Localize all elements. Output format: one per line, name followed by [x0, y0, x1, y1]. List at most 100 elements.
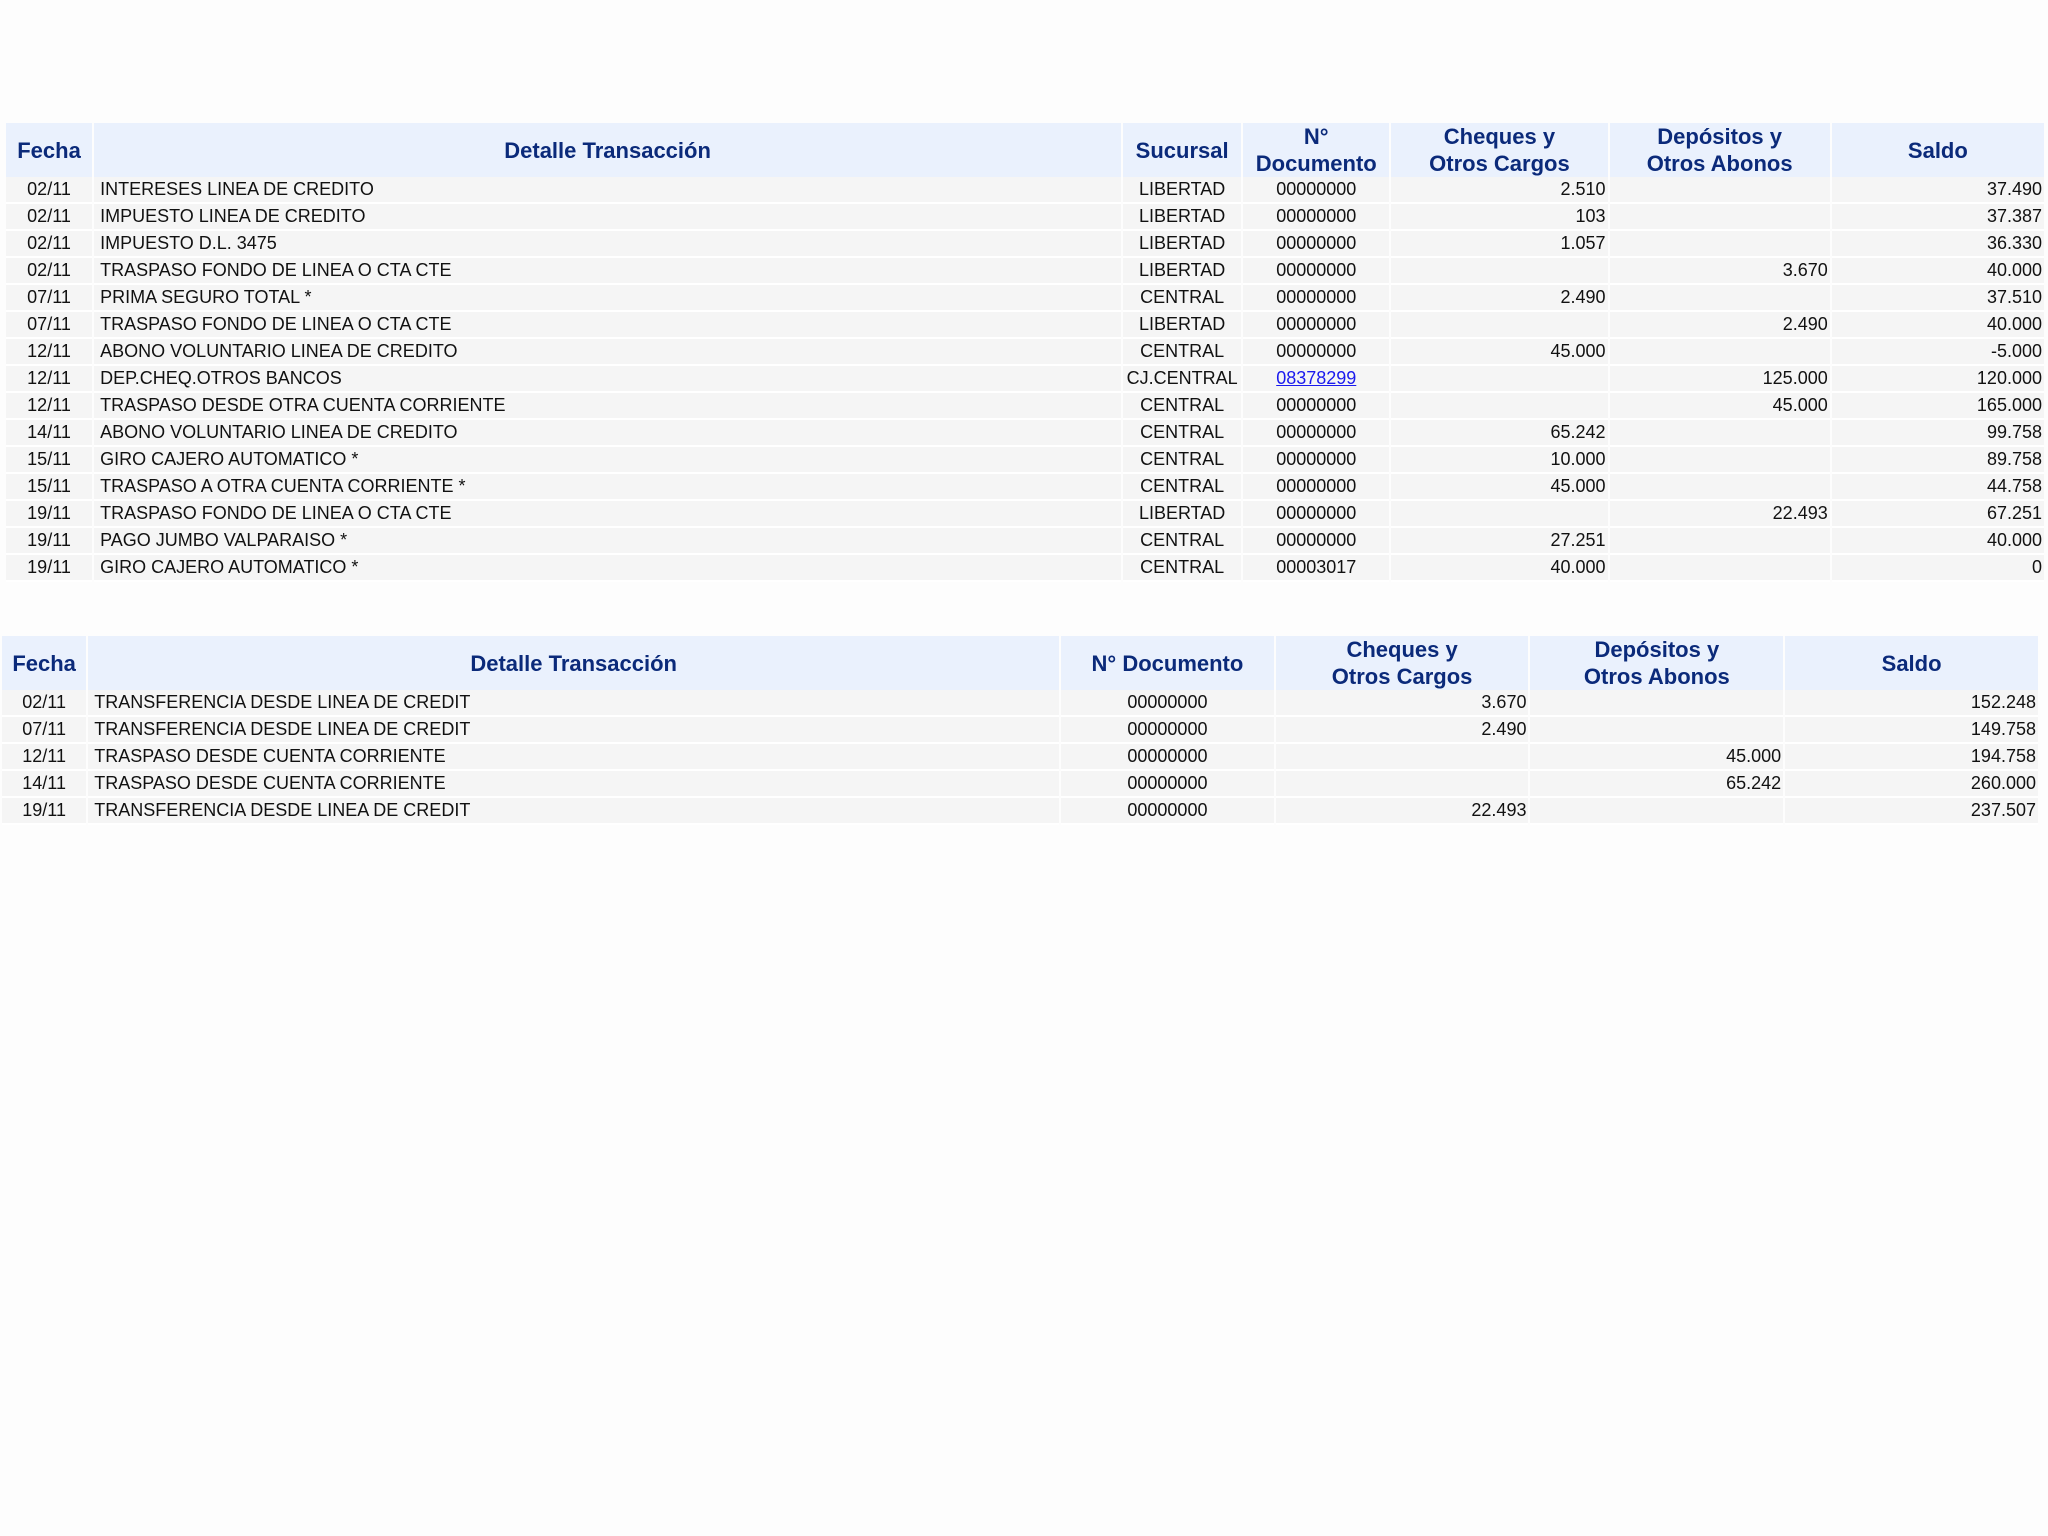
cell-documento: 00000000 — [1243, 528, 1390, 555]
cell-abonos — [1609, 555, 1830, 582]
cell-saldo: 67.251 — [1831, 501, 2044, 528]
table-row: 07/11 TRANSFERENCIA DESDE LINEA DE CREDIT… — [2, 717, 2038, 744]
cell-saldo: 149.758 — [1785, 717, 2038, 744]
cell-fecha: 19/11 — [6, 528, 93, 555]
cell-cargos: 2.490 — [1391, 285, 1608, 312]
cell-sucursal: LIBERTAD — [1123, 312, 1242, 339]
cell-documento: 00000000 — [1243, 285, 1390, 312]
cell-sucursal: CENTRAL — [1123, 393, 1242, 420]
cell-abonos: 45.000 — [1530, 744, 1784, 771]
table-row: 02/11 TRANSFERENCIA DESDE LINEA DE CREDIT… — [2, 690, 2038, 717]
cell-documento: 00000000 — [1061, 798, 1274, 825]
cell-detalle: PAGO JUMBO VALPARAISO * — [94, 528, 1122, 555]
cell-abonos: 22.493 — [1609, 501, 1830, 528]
cell-cargos — [1391, 501, 1608, 528]
cell-cargos — [1391, 312, 1608, 339]
header-cargos-line2: Otros Cargos — [1331, 664, 1473, 689]
cell-abonos — [1609, 474, 1830, 501]
table-header-row: Fecha Detalle Transacción N° Documento C… — [2, 636, 2038, 690]
linea-credito-table: Fecha Detalle Transacción N° Documento C… — [0, 636, 2040, 825]
table-body: 02/11 INTERESES LINEA DE CREDITO LIBERTAD 0… — [6, 177, 2044, 582]
cell-detalle: ABONO VOLUNTARIO LINEA DE CREDITO — [94, 420, 1122, 447]
cell-detalle: DEP.CHEQ.OTROS BANCOS — [94, 366, 1122, 393]
cell-detalle: TRASPASO FONDO DE LINEA O CTA CTE — [94, 312, 1122, 339]
cell-sucursal: LIBERTAD — [1123, 204, 1242, 231]
cell-cargos: 103 — [1391, 204, 1608, 231]
header-detalle: Detalle Transacción — [88, 636, 1060, 690]
header-fecha: Fecha — [2, 636, 87, 690]
header-documento: N° Documento — [1061, 636, 1274, 690]
table-row: 02/11 IMPUESTO LINEA DE CREDITO LIBERTAD 00… — [6, 204, 2044, 231]
table-row: 12/11 ABONO VOLUNTARIO LINEA DE CREDITO CE… — [6, 339, 2044, 366]
cell-cargos: 22.493 — [1275, 798, 1529, 825]
cell-sucursal: LIBERTAD — [1123, 258, 1242, 285]
cell-saldo: 194.758 — [1785, 744, 2038, 771]
header-cargos-line1: Cheques y — [1443, 124, 1556, 149]
header-cargos: Cheques y Otros Cargos — [1275, 636, 1529, 690]
table-body: 02/11 TRANSFERENCIA DESDE LINEA DE CREDIT… — [2, 690, 2038, 825]
cell-sucursal: CENTRAL — [1123, 528, 1242, 555]
cell-documento: 00000000 — [1243, 339, 1390, 366]
cell-saldo: -5.000 — [1831, 339, 2044, 366]
cell-saldo: 120.000 — [1831, 366, 2044, 393]
cell-fecha: 02/11 — [6, 177, 93, 204]
cell-sucursal: CENTRAL — [1123, 447, 1242, 474]
cell-fecha: 12/11 — [6, 393, 93, 420]
cell-documento: 00000000 — [1061, 771, 1274, 798]
header-saldo: Saldo — [1785, 636, 2038, 690]
cell-sucursal: LIBERTAD — [1123, 501, 1242, 528]
cell-detalle: ABONO VOLUNTARIO LINEA DE CREDITO — [94, 339, 1122, 366]
cell-detalle: GIRO CAJERO AUTOMATICO * — [94, 447, 1122, 474]
cell-documento: 08378299 — [1243, 366, 1390, 393]
cell-cargos: 2.490 — [1275, 717, 1529, 744]
header-saldo: Saldo — [1831, 123, 2044, 177]
header-documento-line2: Documento — [1255, 151, 1377, 176]
cell-sucursal: CENTRAL — [1123, 420, 1242, 447]
cell-abonos — [1530, 717, 1784, 744]
cuenta-corriente-table: Fecha Detalle Transacción Sucursal N° Doc… — [4, 123, 2046, 582]
cell-sucursal: CENTRAL — [1123, 474, 1242, 501]
table-row: 19/11 TRANSFERENCIA DESDE LINEA DE CREDIT… — [2, 798, 2038, 825]
cell-cargos — [1391, 258, 1608, 285]
cell-abonos — [1609, 177, 1830, 204]
table-row: 14/11 TRASPASO DESDE CUENTA CORRIENTE 0000… — [2, 771, 2038, 798]
cell-sucursal: LIBERTAD — [1123, 177, 1242, 204]
header-fecha: Fecha — [6, 123, 93, 177]
header-abonos: Depósitos y Otros Abonos — [1530, 636, 1784, 690]
cell-abonos — [1609, 420, 1830, 447]
header-detalle: Detalle Transacción — [94, 123, 1122, 177]
cell-fecha: 07/11 — [2, 717, 87, 744]
cell-saldo: 237.507 — [1785, 798, 2038, 825]
cell-documento: 00000000 — [1243, 177, 1390, 204]
cell-cargos — [1391, 366, 1608, 393]
cell-abonos — [1609, 285, 1830, 312]
cell-detalle: TRANSFERENCIA DESDE LINEA DE CREDIT — [88, 717, 1060, 744]
header-abonos-line1: Depósitos y — [1594, 637, 1720, 662]
cell-cargos: 65.242 — [1391, 420, 1608, 447]
cell-fecha: 14/11 — [2, 771, 87, 798]
cell-saldo: 152.248 — [1785, 690, 2038, 717]
cell-cargos: 2.510 — [1391, 177, 1608, 204]
header-sucursal: Sucursal — [1123, 123, 1242, 177]
cell-saldo: 44.758 — [1831, 474, 2044, 501]
cell-saldo: 40.000 — [1831, 528, 2044, 555]
cell-abonos — [1609, 339, 1830, 366]
cell-saldo: 37.387 — [1831, 204, 2044, 231]
cell-detalle: TRANSFERENCIA DESDE LINEA DE CREDIT — [88, 690, 1060, 717]
cell-abonos: 125.000 — [1609, 366, 1830, 393]
documento-link[interactable]: 08378299 — [1276, 368, 1357, 388]
table-header-row: Fecha Detalle Transacción Sucursal N° Doc… — [6, 123, 2044, 177]
cell-sucursal: CENTRAL — [1123, 339, 1242, 366]
table-row: 15/11 TRASPASO A OTRA CUENTA CORRIENTE * C… — [6, 474, 2044, 501]
cell-detalle: PRIMA SEGURO TOTAL * — [94, 285, 1122, 312]
cell-sucursal: LIBERTAD — [1123, 231, 1242, 258]
cell-cargos — [1275, 771, 1529, 798]
cell-cargos — [1391, 393, 1608, 420]
header-cargos: Cheques y Otros Cargos — [1391, 123, 1608, 177]
cell-fecha: 12/11 — [2, 744, 87, 771]
cell-abonos — [1609, 231, 1830, 258]
table-row: 15/11 GIRO CAJERO AUTOMATICO * CENTRAL 0000… — [6, 447, 2044, 474]
cell-detalle: TRASPASO A OTRA CUENTA CORRIENTE * — [94, 474, 1122, 501]
table-row: 07/11 PRIMA SEGURO TOTAL * CENTRAL 00000000… — [6, 285, 2044, 312]
header-cargos-line2: Otros Cargos — [1429, 151, 1570, 176]
